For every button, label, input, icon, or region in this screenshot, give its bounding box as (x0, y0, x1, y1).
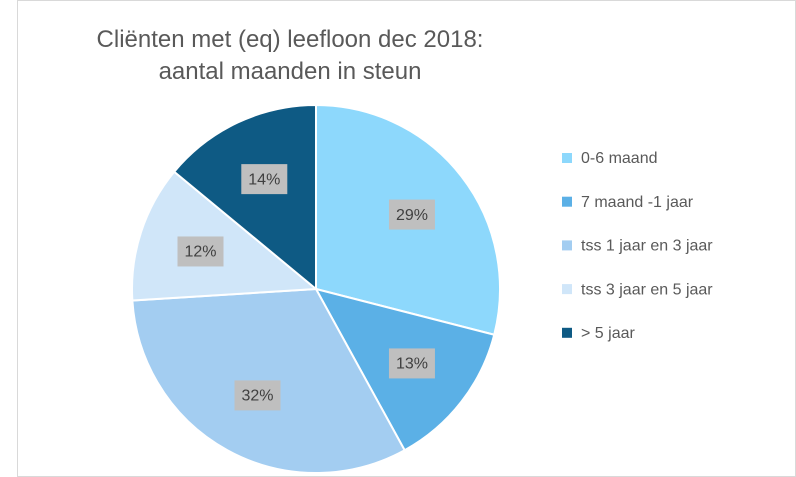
pie-slice (131, 170, 319, 302)
legend-label: tss 3 jaar en 5 jaar (581, 281, 713, 298)
legend-swatch (562, 284, 572, 295)
data-label: 12% (184, 244, 216, 261)
legend-label: 0-6 maand (581, 150, 658, 167)
legend-swatch (562, 153, 572, 163)
chart-title: Cliënten met (eq) leefloon dec 2018: aan… (96, 26, 484, 85)
data-label-box (388, 348, 435, 379)
data-label-box (241, 164, 288, 195)
legend-label: tss 1 jaar en 3 jaar (581, 238, 713, 255)
legend-label: 7 maand -1 jaar (581, 194, 694, 211)
data-label: 13% (396, 356, 428, 373)
data-label: 14% (248, 171, 280, 188)
legend-swatch (562, 196, 572, 207)
data-label-box (388, 199, 435, 230)
legend-label: > 5 jaar (581, 325, 635, 342)
legend-swatch (562, 327, 572, 338)
data-label-box (234, 380, 281, 411)
data-label: 29% (396, 207, 428, 224)
legend-swatch (562, 240, 572, 251)
data-label-box (177, 236, 224, 267)
data-label: 32% (241, 388, 273, 405)
pie-slice (172, 103, 317, 292)
